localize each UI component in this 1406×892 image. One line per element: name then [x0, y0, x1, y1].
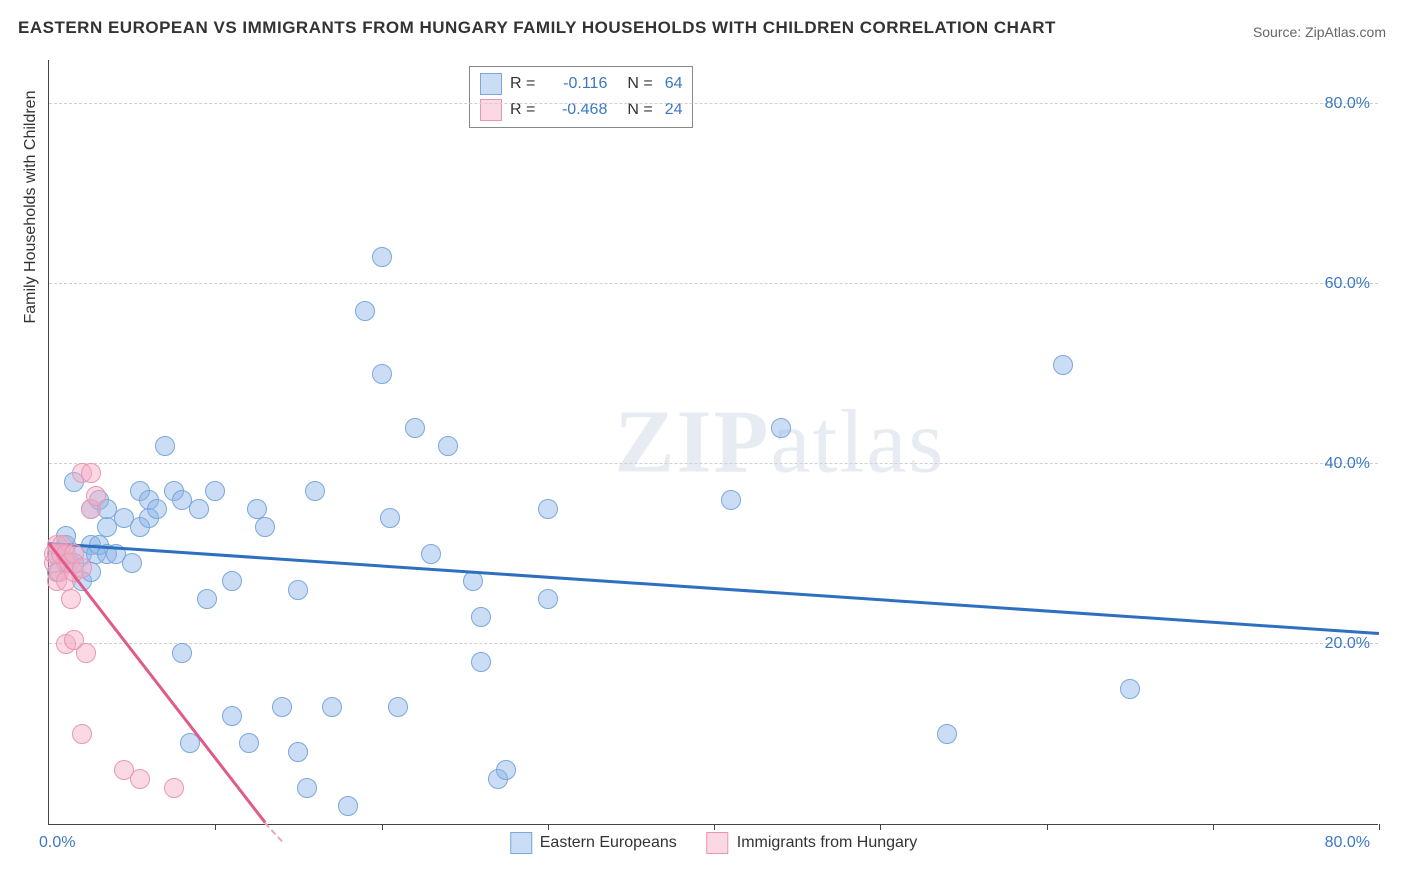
data-point: [197, 589, 217, 609]
legend-row: R =-0.468N =24: [480, 97, 682, 123]
x-tick: [382, 824, 383, 830]
legend-n-label: N =: [627, 75, 652, 93]
legend-swatch: [480, 73, 502, 95]
data-point: [130, 769, 150, 789]
data-point: [438, 436, 458, 456]
data-point: [771, 418, 791, 438]
legend-swatch: [707, 832, 729, 854]
watermark-bold: ZIP: [614, 393, 770, 492]
data-point: [61, 589, 81, 609]
data-point: [189, 499, 209, 519]
data-point: [380, 508, 400, 528]
data-point: [247, 499, 267, 519]
y-tick-label: 20.0%: [1325, 635, 1370, 653]
legend-series-label: Immigrants from Hungary: [737, 834, 918, 852]
y-tick-label: 80.0%: [1325, 95, 1370, 113]
data-point: [338, 796, 358, 816]
data-point: [122, 553, 142, 573]
data-point: [222, 571, 242, 591]
data-point: [538, 499, 558, 519]
data-point: [305, 481, 325, 501]
data-point: [205, 481, 225, 501]
x-tick: [880, 824, 881, 830]
trend-line: [264, 822, 282, 841]
gridline-h: [49, 463, 1378, 464]
legend-correlation: R = -0.116 N = 64 R =-0.468N =24: [469, 66, 693, 128]
legend-n-value: 64: [665, 75, 683, 93]
data-point: [1120, 679, 1140, 699]
data-point: [721, 490, 741, 510]
watermark: ZIPatlas: [614, 391, 945, 494]
data-point: [405, 418, 425, 438]
data-point: [86, 486, 106, 506]
data-point: [164, 778, 184, 798]
data-point: [496, 760, 516, 780]
legend-series: Eastern Europeans Immigrants from Hungary: [510, 832, 917, 854]
data-point: [471, 607, 491, 627]
data-point: [76, 643, 96, 663]
data-point: [322, 697, 342, 717]
x-tick: [1213, 824, 1214, 830]
x-end-label: 80.0%: [1325, 834, 1370, 852]
data-point: [471, 652, 491, 672]
data-point: [538, 589, 558, 609]
legend-r-value: -0.116: [547, 75, 607, 93]
data-point: [388, 697, 408, 717]
data-point: [255, 517, 275, 537]
x-tick: [1379, 824, 1380, 830]
data-point: [81, 463, 101, 483]
data-point: [288, 580, 308, 600]
x-tick: [548, 824, 549, 830]
chart-title: EASTERN EUROPEAN VS IMMIGRANTS FROM HUNG…: [18, 18, 1056, 38]
data-point: [288, 742, 308, 762]
plot-area: ZIPatlas R =-0.116N =64R =-0.468N =24 Ea…: [48, 60, 1378, 825]
data-point: [297, 778, 317, 798]
data-point: [222, 706, 242, 726]
data-point: [155, 436, 175, 456]
trend-line: [49, 542, 1379, 635]
x-tick: [1047, 824, 1048, 830]
watermark-rest: atlas: [770, 393, 945, 492]
y-tick-label: 60.0%: [1325, 275, 1370, 293]
data-point: [239, 733, 259, 753]
legend-swatch: [510, 832, 532, 854]
x-origin-label: 0.0%: [39, 834, 75, 852]
data-point: [937, 724, 957, 744]
x-tick: [714, 824, 715, 830]
data-point: [421, 544, 441, 564]
y-tick-label: 40.0%: [1325, 455, 1370, 473]
gridline-h: [49, 103, 1378, 104]
x-tick: [215, 824, 216, 830]
data-point: [172, 643, 192, 663]
data-point: [372, 364, 392, 384]
gridline-h: [49, 283, 1378, 284]
data-point: [272, 697, 292, 717]
gridline-h: [49, 643, 1378, 644]
data-point: [72, 724, 92, 744]
data-point: [372, 247, 392, 267]
legend-series-label: Eastern Europeans: [540, 834, 677, 852]
data-point: [1053, 355, 1073, 375]
source-label: Source: ZipAtlas.com: [1253, 24, 1386, 40]
legend-row: R = -0.116 N = 64: [480, 71, 682, 97]
y-axis-title: Family Households with Children: [22, 91, 40, 324]
legend-bottom-item: Immigrants from Hungary: [707, 832, 918, 854]
data-point: [147, 499, 167, 519]
data-point: [355, 301, 375, 321]
legend-r-label: R =: [510, 75, 535, 93]
legend-bottom-item: Eastern Europeans: [510, 832, 677, 854]
